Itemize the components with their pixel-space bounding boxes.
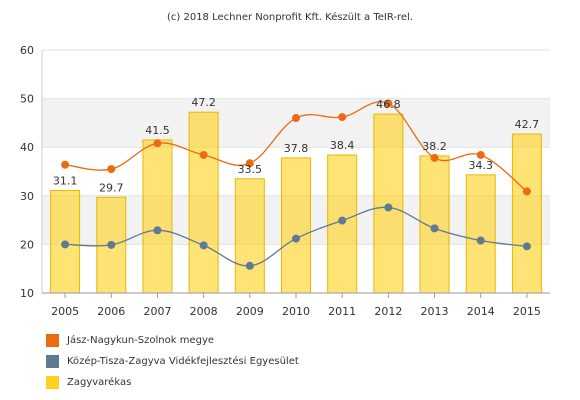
point-jasz-nagykun-szolnok xyxy=(245,159,254,168)
point-jasz-nagykun-szolnok xyxy=(61,160,70,169)
point-kozep-tisza-zagyva xyxy=(199,241,208,250)
legend-item[interactable]: Zagyvarékas xyxy=(46,374,299,391)
legend-swatch xyxy=(46,334,59,347)
point-jasz-nagykun-szolnok xyxy=(107,165,116,174)
y-tick-label: 20 xyxy=(20,238,34,251)
x-tick-label: 2015 xyxy=(513,305,541,318)
bar-data-labels: 31.1 29.7 41.5 47.2 33.5 37.8 38.4 46.8 38.2 34.3… xyxy=(53,96,539,194)
x-axis: 2005 2006 2007 2008 2009 2010 2011 2012 2013 2014… xyxy=(42,292,550,318)
point-kozep-tisza-zagyva xyxy=(522,242,531,251)
point-jasz-nagykun-szolnok xyxy=(292,114,300,123)
y-tick-label: 60 xyxy=(20,44,34,57)
legend-label: Zagyvarékas xyxy=(67,377,132,388)
chart: 31.1 29.7 41.5 47.2 33.5 37.8 38.4 46.8 38.2 34.3… xyxy=(20,44,550,318)
point-kozep-tisza-zagyva xyxy=(245,261,254,270)
point-jasz-nagykun-szolnok xyxy=(338,113,347,122)
grid-band xyxy=(42,50,550,99)
y-tick-label: 30 xyxy=(20,190,34,203)
bar-data-label: 38.4 xyxy=(330,139,355,152)
y-tick-label: 50 xyxy=(20,93,34,106)
bar xyxy=(142,139,173,294)
bar xyxy=(465,174,496,294)
legend-label: Közép-Tisza-Zagyva Vidékfejlesztési Egye… xyxy=(67,356,299,367)
point-kozep-tisza-zagyva xyxy=(384,203,393,212)
x-tick-label: 2011 xyxy=(328,305,356,318)
bar xyxy=(188,111,219,294)
point-jasz-nagykun-szolnok xyxy=(522,187,531,196)
legend-swatch xyxy=(46,376,59,389)
bar xyxy=(234,178,265,294)
point-kozep-tisza-zagyva xyxy=(430,224,439,233)
point-jasz-nagykun-szolnok xyxy=(153,139,162,148)
y-tick-label: 40 xyxy=(20,141,34,154)
x-tick-label: 2007 xyxy=(143,305,171,318)
point-jasz-nagykun-szolnok xyxy=(430,153,439,162)
bar-data-label: 31.1 xyxy=(53,174,78,187)
point-kozep-tisza-zagyva xyxy=(292,234,300,243)
y-axis: 10 20 30 40 50 60 xyxy=(20,44,43,300)
legend-item[interactable]: Jász-Nagykun-Szolnok megye xyxy=(46,332,299,349)
x-tick-label: 2008 xyxy=(190,305,218,318)
point-jasz-nagykun-szolnok xyxy=(199,150,208,159)
x-tick-label: 2014 xyxy=(467,305,495,318)
grid-band xyxy=(42,98,550,148)
bar-data-label: 46.8 xyxy=(376,98,401,111)
point-jasz-nagykun-szolnok xyxy=(384,99,393,108)
x-tick-label: 2010 xyxy=(282,305,310,318)
bar-data-label: 42.7 xyxy=(515,118,540,131)
point-kozep-tisza-zagyva xyxy=(61,240,70,249)
bar-data-label: 34.3 xyxy=(468,159,493,172)
x-tick-label: 2005 xyxy=(51,305,79,318)
point-kozep-tisza-zagyva xyxy=(338,216,347,225)
bar-data-label: 37.8 xyxy=(284,142,309,155)
point-kozep-tisza-zagyva xyxy=(476,236,485,245)
legend-label: Jász-Nagykun-Szolnok megye xyxy=(67,335,215,346)
bar-data-label: 41.5 xyxy=(145,124,170,137)
legend-item[interactable]: Közép-Tisza-Zagyva Vidékfejlesztési Egye… xyxy=(46,353,299,370)
bar-data-label: 38.2 xyxy=(422,140,447,153)
legend: Jász-Nagykun-Szolnok megye Közép-Tisza-Za… xyxy=(46,332,299,395)
bar xyxy=(281,157,311,294)
bar-data-label: 47.2 xyxy=(191,96,216,109)
y-tick-label: 10 xyxy=(20,287,34,300)
series-points xyxy=(61,99,531,270)
bar-data-label: 33.5 xyxy=(238,163,263,176)
x-tick-label: 2012 xyxy=(374,305,402,318)
bar xyxy=(511,133,542,294)
point-jasz-nagykun-szolnok xyxy=(476,150,485,159)
chart-credit: (c) 2018 Lechner Nonprofit Kft. Készült … xyxy=(166,12,413,23)
x-tick-label: 2006 xyxy=(97,305,125,318)
point-kozep-tisza-zagyva xyxy=(107,240,116,249)
point-kozep-tisza-zagyva xyxy=(153,226,162,235)
x-tick-label: 2013 xyxy=(421,305,449,318)
bar-data-label: 29.7 xyxy=(99,181,124,194)
legend-swatch xyxy=(46,355,59,368)
x-tick-label: 2009 xyxy=(236,305,264,318)
